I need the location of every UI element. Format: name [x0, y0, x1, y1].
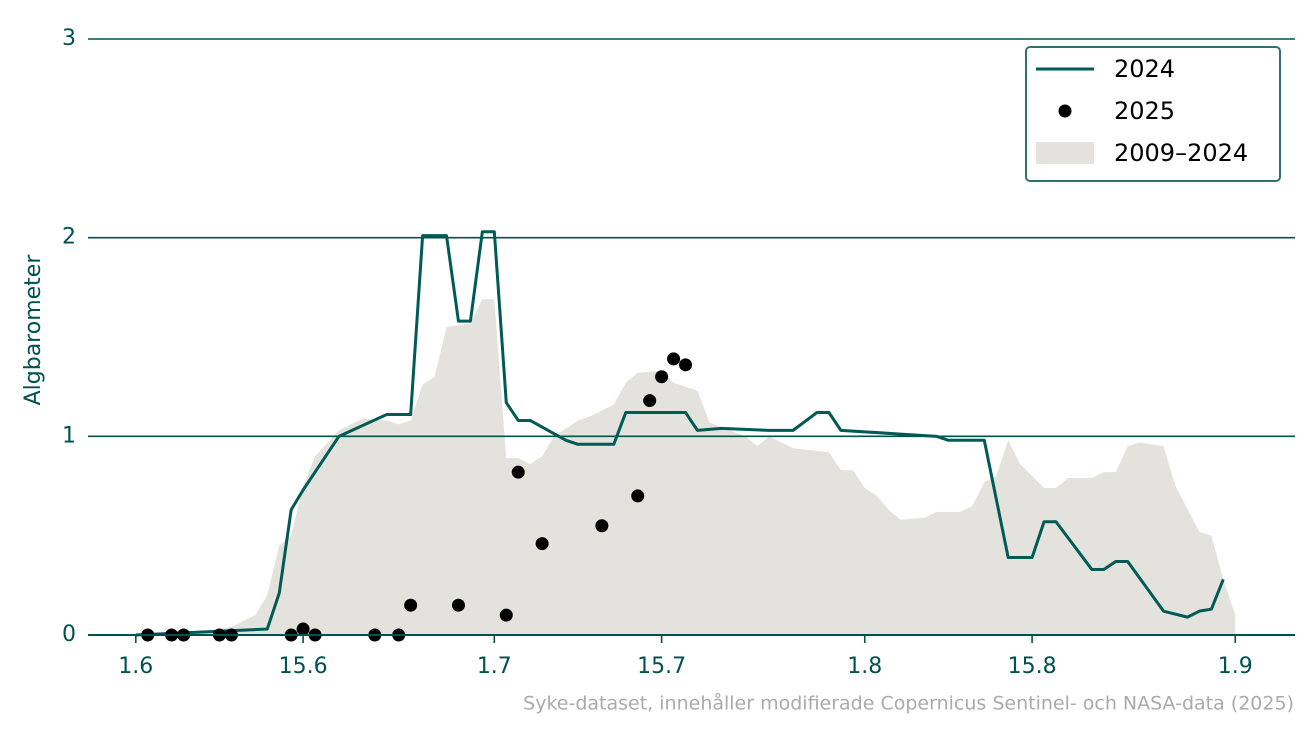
- point: [631, 489, 645, 503]
- line: [135, 230, 1225, 637]
- legend-label: 2009–2024: [1114, 139, 1248, 167]
- point: [595, 519, 609, 533]
- point: [451, 598, 465, 612]
- point: [667, 352, 681, 366]
- y-tick-label: 0: [62, 622, 76, 647]
- point: [643, 394, 657, 408]
- point: [511, 465, 525, 479]
- x-tick-label: 1.9: [1218, 654, 1253, 679]
- y-tick-label: 1: [62, 423, 76, 448]
- point: [535, 537, 549, 551]
- x-tick-label: 1.7: [477, 654, 512, 679]
- x-tick-label: 15.8: [1008, 654, 1057, 679]
- legend-swatch: [1036, 142, 1094, 164]
- area: [135, 299, 1236, 635]
- legend-label: 2024: [1114, 55, 1175, 83]
- x-tick-label: 15.6: [279, 654, 328, 679]
- legend-label: 2025: [1114, 97, 1175, 125]
- source-note: Syke-dataset, innehåller modifierade Cop…: [523, 692, 1294, 715]
- x-tick-label: 1.6: [118, 654, 153, 679]
- legend: 2024 2025 2009–2024: [1025, 46, 1281, 182]
- point: [404, 598, 418, 612]
- point: [679, 358, 693, 372]
- y-tick-label: 3: [62, 26, 76, 51]
- y-axis-label: Algbarometer: [21, 254, 46, 406]
- point: [655, 370, 669, 384]
- x-tick-label: 15.7: [637, 654, 686, 679]
- y-tick-label: 2: [62, 225, 76, 250]
- legend-swatch: [1058, 104, 1072, 118]
- point: [296, 622, 310, 636]
- x-tick-label: 1.8: [847, 654, 882, 679]
- point: [499, 608, 513, 622]
